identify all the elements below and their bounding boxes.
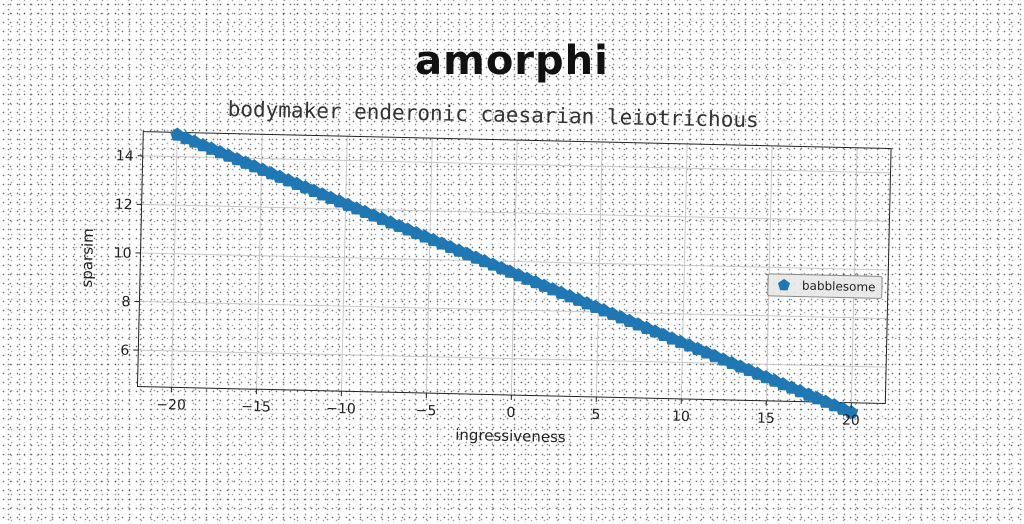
- x-grid-line: [596, 142, 602, 397]
- grid-lines: [137, 132, 891, 404]
- data-points: [164, 128, 863, 419]
- y-tick-label: 8: [121, 294, 130, 310]
- y-axis-ticks: 6 8 10 12 14: [111, 148, 143, 359]
- x-tick-label: 10: [672, 409, 690, 425]
- x-axis-label: ingressiveness: [455, 426, 566, 447]
- legend: babblesome: [768, 274, 882, 299]
- y-tick-label: 6: [120, 343, 129, 359]
- legend-label: babblesome: [802, 279, 876, 295]
- x-tick-label: 20: [842, 413, 860, 429]
- x-grid-line: [766, 146, 772, 401]
- x-axis-ticks: −20 −15 −10 −5 0 5 10 15 20: [156, 387, 860, 429]
- y-axis-label: sparsim: [78, 228, 97, 288]
- x-grid-line: [341, 136, 347, 391]
- x-tick-label: −15: [241, 399, 271, 416]
- x-tick-label: 0: [506, 405, 515, 421]
- x-tick-label: 15: [757, 411, 775, 427]
- y-tick-label: 14: [116, 148, 134, 164]
- x-tick-label: −10: [326, 401, 356, 418]
- y-tick-label: 10: [113, 245, 131, 261]
- x-grid-line: [426, 138, 432, 393]
- x-tick-label: 5: [591, 407, 600, 423]
- x-tick-label: −5: [416, 403, 437, 419]
- x-grid-line: [171, 132, 177, 387]
- x-grid-line: [681, 144, 687, 399]
- y-tick-label: 12: [115, 197, 133, 213]
- x-tick-label: −20: [156, 397, 186, 414]
